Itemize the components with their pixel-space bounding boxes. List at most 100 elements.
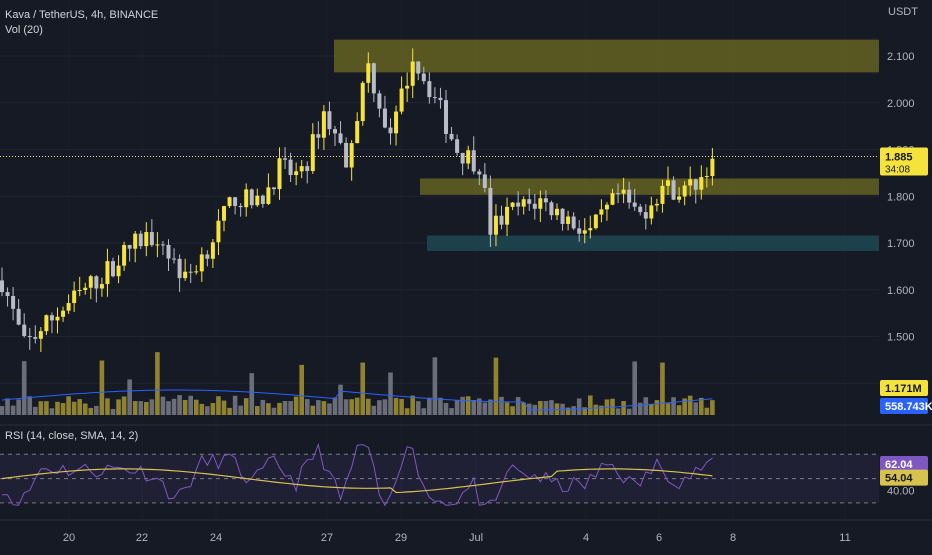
rsi-value-label: 62.04 [885, 459, 913, 471]
volume-bar [488, 399, 493, 415]
candle-body [543, 198, 548, 203]
candle-body [233, 197, 238, 206]
volume-bar [44, 401, 49, 415]
candle-body [338, 133, 343, 143]
volume-bar [138, 401, 144, 415]
candle-body [566, 216, 571, 224]
candle-body [693, 179, 698, 190]
candle-body [183, 271, 188, 279]
candle-body [244, 189, 249, 208]
candle-body [438, 97, 443, 101]
candle-body [560, 208, 565, 224]
volume-bar [388, 372, 393, 415]
volume-bar [449, 408, 454, 415]
volume-last-label-bg [880, 380, 928, 396]
candle-body [643, 212, 648, 219]
rsi-legend: RSI (14, close, SMA, 14, 2) [5, 430, 139, 442]
volume-ma-label: 558.743K [885, 401, 932, 413]
candle-body [654, 203, 659, 206]
candle-body [399, 88, 404, 112]
candle-body [582, 230, 587, 234]
volume-bar [88, 407, 94, 415]
candle-body [516, 202, 521, 207]
candle-body [660, 185, 665, 204]
candle-body [427, 81, 432, 98]
time-tick-label: 11 [839, 532, 850, 544]
time-tick-label: 4 [583, 532, 589, 544]
candle-body [499, 215, 504, 225]
candle-body [666, 180, 670, 186]
candle-body [610, 193, 615, 205]
volume-bar [493, 357, 499, 415]
volume-bar [510, 406, 515, 415]
volume-bar [671, 397, 676, 415]
candle-body [521, 199, 526, 207]
candle-body [16, 308, 21, 325]
candle-body [510, 202, 515, 207]
volume-bar [10, 405, 16, 415]
volume-bar [427, 397, 432, 415]
volume-bar [565, 407, 571, 415]
volume-bar [415, 401, 421, 415]
price-tick-label: 1.700 [887, 238, 915, 250]
volume-bar [599, 405, 604, 415]
candle-body [260, 195, 265, 204]
volume-bar [349, 399, 354, 415]
candle-body [344, 142, 349, 168]
candle-body [222, 206, 226, 221]
candle-body [588, 228, 593, 231]
volume-bar [0, 406, 5, 415]
volume-bar [354, 397, 360, 415]
volume-bar [699, 397, 704, 415]
candle-body [55, 316, 60, 321]
candle-body [460, 152, 465, 164]
resistance-zone [334, 39, 879, 73]
candle-body [538, 198, 543, 209]
rsi-line [1, 442, 713, 507]
volume-bar [465, 396, 471, 415]
volume-bar [660, 362, 665, 415]
candle-body [144, 232, 149, 247]
volume-bar [710, 400, 715, 415]
candle-body [382, 108, 387, 128]
volume-bar [144, 402, 149, 415]
volume-bar [499, 396, 504, 415]
volume-bar [304, 399, 310, 415]
candle-body [99, 284, 104, 289]
candle-body [677, 196, 682, 200]
volume-bar [160, 396, 166, 415]
volume-bar [60, 403, 66, 415]
mid-zone [420, 178, 879, 195]
candle-body [627, 189, 632, 203]
candle-body [593, 214, 598, 229]
volume-bar [210, 402, 216, 415]
rsi-ma-value-label-bg [880, 469, 928, 486]
volume-bar [615, 408, 621, 415]
price-tick-label: 2.000 [887, 98, 915, 110]
volume-bar [199, 403, 205, 415]
volume-bar [188, 395, 193, 415]
candle-body [22, 324, 27, 336]
volume-bar [94, 405, 99, 415]
candle-body [72, 290, 77, 304]
candle-body [416, 61, 421, 74]
time-tick-label: 29 [395, 532, 407, 544]
candle-body [360, 82, 365, 122]
volume-bar [687, 395, 693, 415]
volume-bar [665, 403, 671, 415]
volume-bar [310, 405, 316, 415]
volume-bar [504, 402, 510, 415]
candle-body [66, 303, 71, 311]
volume-ma-line [1, 389, 713, 411]
volume-bar [182, 399, 188, 415]
volume-bar [582, 407, 588, 415]
volume-bar [155, 352, 160, 415]
candle-body [116, 265, 121, 277]
volume-bar [471, 400, 477, 415]
countdown-label: 34:08 [885, 165, 910, 176]
volume-bar [105, 398, 110, 415]
candle-body [477, 171, 482, 175]
candle-body [266, 187, 271, 204]
candle-body [671, 180, 676, 200]
